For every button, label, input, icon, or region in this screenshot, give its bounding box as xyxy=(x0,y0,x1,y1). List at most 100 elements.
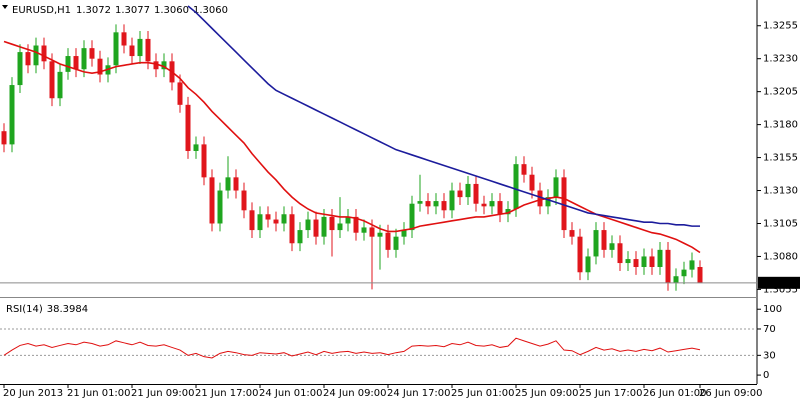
candle-body xyxy=(57,71,63,99)
candle-body xyxy=(241,190,247,211)
candle-body xyxy=(129,45,135,57)
candle-body xyxy=(321,216,327,237)
quote-close: 1.3060 xyxy=(193,5,228,16)
candle-body xyxy=(673,276,679,283)
candle-body xyxy=(9,85,15,145)
menu-arrow xyxy=(2,5,8,9)
candle-body xyxy=(41,45,47,62)
candle-body xyxy=(401,230,407,237)
rsi-header: RSI(14) 38.3984 xyxy=(6,304,88,315)
candle-body xyxy=(665,249,671,283)
candle-body xyxy=(17,52,23,86)
candle-body xyxy=(233,177,239,191)
y-tick-label: 70 xyxy=(763,324,776,335)
candle-body xyxy=(457,190,463,198)
quote-open: 1.3072 xyxy=(76,5,111,16)
candle-body xyxy=(561,177,567,231)
x-tick-label: 20 Jun 2013 xyxy=(3,388,63,399)
y-tick-label: 100 xyxy=(763,304,782,315)
candle-body xyxy=(73,56,79,70)
candle-body xyxy=(697,266,703,283)
moving-average-line xyxy=(187,5,700,227)
y-tick-label: 1.3080 xyxy=(763,251,798,262)
candle-body xyxy=(489,201,495,207)
candle-body xyxy=(185,104,191,151)
x-tick-label: 24 Jun 17:00 xyxy=(387,388,451,399)
candle-body xyxy=(145,38,151,62)
candle-body xyxy=(33,45,39,66)
candle-body xyxy=(593,230,599,257)
candle-body xyxy=(337,223,343,231)
candle-body xyxy=(225,177,231,191)
candle-body xyxy=(585,256,591,273)
candle-body xyxy=(569,230,575,237)
candle-body xyxy=(201,144,207,178)
y-tick-label: 1.3155 xyxy=(763,153,798,164)
candle-body xyxy=(265,214,271,220)
candle-body xyxy=(193,144,199,151)
y-tick-label: 1.3130 xyxy=(763,186,798,197)
candle-body xyxy=(513,164,519,209)
x-tick-label: 25 Jun 17:00 xyxy=(579,388,643,399)
y-tick-label: 1.3055 xyxy=(763,284,798,295)
x-tick-label: 26 Jun 09:00 xyxy=(699,388,763,399)
candle-body xyxy=(545,197,551,207)
candle-body xyxy=(377,232,383,237)
candle-body xyxy=(25,52,31,66)
candle-body xyxy=(97,58,103,75)
candle-body xyxy=(537,190,543,207)
candle-body xyxy=(217,190,223,224)
candle-body xyxy=(689,260,695,270)
candle-body xyxy=(345,216,351,224)
candle-body xyxy=(425,201,431,207)
candle-body xyxy=(369,227,375,237)
candle-body xyxy=(465,183,471,198)
candle-body xyxy=(505,208,511,215)
candle-body xyxy=(617,243,623,264)
x-tick-label: 21 Jun 17:00 xyxy=(195,388,259,399)
candle-body xyxy=(361,227,367,233)
moving-average-line xyxy=(3,40,701,254)
rsi-value: 38.3984 xyxy=(47,304,88,315)
x-tick-label: 24 Jun 09:00 xyxy=(323,388,387,399)
candle-body xyxy=(121,32,127,46)
candle-body xyxy=(249,210,255,231)
candle-body xyxy=(609,243,615,250)
symbol: EURUSD,H1 xyxy=(12,5,71,16)
candle-body xyxy=(137,38,143,57)
candle-body xyxy=(281,214,287,224)
candle-body xyxy=(273,219,279,224)
candle-body xyxy=(497,201,503,215)
candle-body xyxy=(393,236,399,250)
candle-body xyxy=(329,216,335,231)
quote-high: 1.3077 xyxy=(115,5,150,16)
price-tag xyxy=(758,276,800,289)
candle-body xyxy=(553,177,559,198)
candle-body xyxy=(65,56,71,72)
x-tick-label: 25 Jun 01:00 xyxy=(451,388,515,399)
candle-body xyxy=(89,48,95,59)
candle-body xyxy=(521,164,527,175)
y-tick-label: 1.3230 xyxy=(763,54,798,65)
candle-body xyxy=(313,219,319,237)
candle-body xyxy=(177,82,183,105)
candle-body xyxy=(473,183,479,204)
candle-body xyxy=(625,259,631,264)
candle-body xyxy=(641,256,647,267)
y-tick-label: 1.3255 xyxy=(763,21,798,32)
candle-body xyxy=(649,256,655,267)
candle-body xyxy=(409,203,415,231)
candle-body xyxy=(49,61,55,99)
candle-body xyxy=(417,201,423,204)
candle-body xyxy=(601,230,607,250)
candle-body xyxy=(681,269,687,277)
candle-body xyxy=(1,131,7,145)
candle-body xyxy=(433,201,439,207)
x-tick-label: 26 Jun 01:00 xyxy=(643,388,707,399)
y-tick-label: 30 xyxy=(763,350,776,361)
y-tick-label: 1.3180 xyxy=(763,120,798,131)
candle-body xyxy=(441,201,447,211)
candle-body xyxy=(353,216,359,233)
